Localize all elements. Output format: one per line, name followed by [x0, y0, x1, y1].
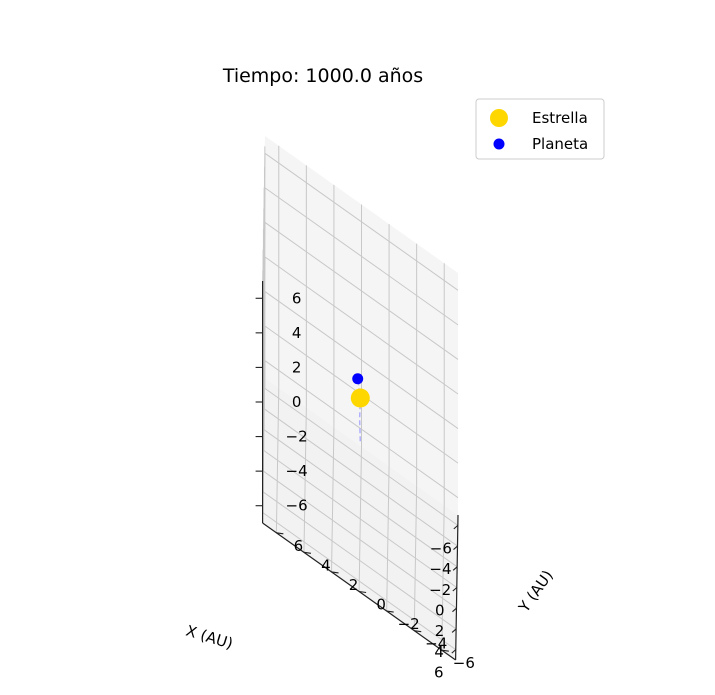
y-tick-mark — [359, 590, 367, 594]
x-tick-label: −6 — [430, 539, 452, 557]
y-tick-label: 2 — [349, 576, 359, 594]
z-tick-label: 6 — [292, 289, 302, 307]
x-tick-mark — [451, 628, 457, 633]
planeta-point — [352, 373, 364, 385]
z-tick-label: −2 — [286, 428, 308, 446]
z-tick-label: 4 — [292, 324, 302, 342]
y-tick-label: 0 — [376, 596, 386, 614]
legend: Estrella Planeta — [475, 98, 605, 160]
x-tick-mark — [453, 545, 458, 550]
z-tick-label: 0 — [292, 393, 302, 411]
y-tick-mark — [303, 551, 312, 554]
y-tick-label: −6 — [453, 654, 475, 672]
x-tick-mark — [452, 607, 457, 613]
y-tick-label: −2 — [398, 615, 420, 633]
grid-line-y-floor — [275, 387, 280, 533]
y-tick-mark — [441, 649, 449, 652]
x-tick-mark — [451, 649, 457, 654]
grid-line-y-floor — [441, 505, 445, 651]
y-tick-mark — [276, 532, 284, 535]
grid-line-z-side — [264, 360, 459, 499]
y-tick-label: 6 — [294, 537, 304, 555]
x-tick-label: 4 — [434, 643, 444, 661]
grid-line-y-floor — [358, 446, 363, 592]
x-tick-mark — [452, 566, 458, 571]
grid-line-y-floor — [303, 407, 307, 553]
legend-label-planeta: Planeta — [532, 135, 588, 153]
x-tick-label: 0 — [435, 602, 445, 620]
chart-title: Tiempo: 1000.0 años — [222, 65, 423, 87]
z-tick-label: −4 — [286, 462, 308, 480]
x-tick-label: 6 — [434, 664, 444, 682]
y-axis-label: Y (AU) — [515, 567, 557, 617]
z-tick-label: −6 — [286, 497, 308, 515]
grid-line-z-side — [264, 291, 459, 429]
y-tick-label: −4 — [425, 635, 447, 653]
x-tick-label: −2 — [429, 581, 451, 599]
x-axis-label: X (AU) — [184, 622, 235, 653]
legend-box — [475, 98, 605, 160]
data-points — [350, 373, 370, 408]
y-tick-label: 4 — [321, 556, 331, 574]
grid-line-z-side — [264, 256, 459, 395]
grid-line-y-floor — [331, 426, 335, 572]
grid-line-z-back — [262, 153, 266, 299]
y-tick-mark — [386, 610, 394, 613]
estrella-point — [350, 388, 370, 408]
grid-line-z-side — [264, 222, 459, 360]
legend-marker-planeta — [493, 138, 505, 150]
x-tick-mark — [453, 524, 459, 530]
x-tick-mark — [452, 587, 458, 592]
grid-line-y-floor — [413, 485, 418, 631]
y-tick-mark — [414, 630, 422, 633]
grid-line-z-side — [264, 152, 459, 291]
grid-line-y-floor — [386, 466, 390, 612]
legend-marker-estrella — [490, 109, 508, 127]
x-tick-label: −4 — [429, 560, 451, 578]
legend-label-estrella: Estrella — [532, 109, 588, 127]
x-tick-label: 2 — [435, 622, 445, 640]
z-tick-label: 2 — [292, 358, 302, 376]
grid-line-z-side — [264, 187, 459, 326]
y-tick-mark — [331, 571, 339, 574]
